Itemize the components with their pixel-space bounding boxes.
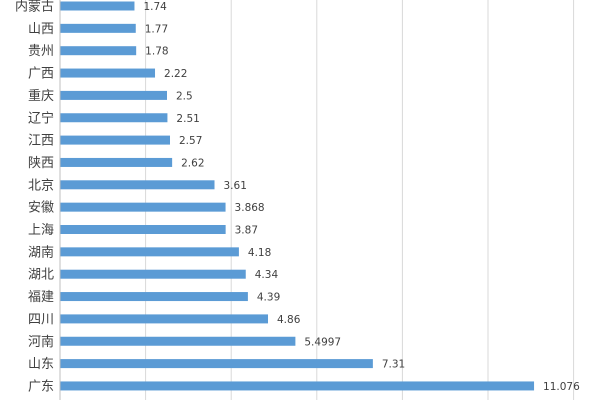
category-label: 福建 [28,290,54,305]
bar [60,225,226,234]
bar [60,1,135,11]
value-label: 2.57 [179,135,202,147]
value-label: 1.74 [143,1,167,13]
value-label: 7.31 [382,359,405,371]
bar [60,292,248,302]
bar [60,23,136,33]
value-label: 2.22 [164,68,187,80]
category-label: 湖南 [28,244,54,260]
value-label: 11.076 [543,381,580,393]
bar [60,135,170,145]
value-label: 2.62 [181,157,204,169]
grid-layer [145,0,575,400]
category-label: 上海 [28,223,54,238]
value-label: 2.51 [176,113,199,125]
category-label: 广西 [28,67,54,82]
bar-layer [60,1,535,391]
value-label: 4.18 [248,247,271,259]
value-label: 1.78 [145,46,168,58]
category-label: 贵州 [28,44,54,59]
category-label: 广东 [28,379,54,394]
bar [60,336,296,346]
value-label: 4.39 [257,292,280,304]
bar [60,90,167,100]
category-label: 江西 [28,134,54,149]
bar [60,180,215,190]
category-label: 重庆 [28,88,54,104]
category-label: 四川 [28,312,54,327]
value-label: 3.87 [235,225,258,237]
value-label: 4.86 [277,314,301,326]
label-layer: 内蒙古 1.74 山西 1.77 贵州 1.78 广西 2.22 重庆 2.5 辽宁 2.51 江西 2.… [15,0,580,394]
bar [60,247,239,257]
value-label: 5.4997 [304,336,341,348]
bar [60,202,226,212]
bar [60,359,373,369]
value-label: 3.61 [224,180,247,192]
bar [60,269,246,279]
category-label: 陕西 [28,156,54,171]
category-label: 湖北 [28,268,54,283]
bar [60,381,535,391]
bar [60,113,168,123]
bar [60,68,156,78]
bar [60,46,137,56]
bar [60,157,173,167]
category-label: 山西 [28,22,54,37]
category-label: 山东 [28,357,54,372]
value-label: 1.77 [145,23,168,35]
value-label: 2.5 [176,90,193,102]
category-label: 辽宁 [28,110,54,126]
bar [60,314,269,324]
value-label: 3.868 [235,202,265,214]
category-label: 内蒙古 [15,0,54,15]
category-label: 河南 [28,334,54,350]
value-label: 4.34 [255,269,279,281]
category-label: 安徽 [28,201,54,216]
category-label: 北京 [28,178,54,193]
